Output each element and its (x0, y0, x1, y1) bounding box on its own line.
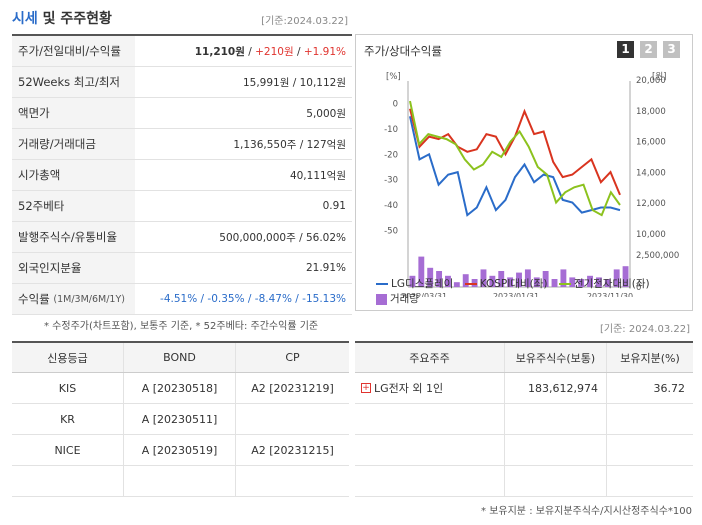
shareholders-table: 주요주주 보유주식수(보통) 보유지분(%) + LG전자 외 1인 183,61… (355, 341, 693, 497)
section-title: 시세 및 주주현황 (12, 11, 112, 27)
series-line (409, 116, 621, 217)
volume-bar (587, 275, 593, 287)
table-row (355, 466, 693, 497)
volume-bar (560, 269, 567, 287)
volume-bar (595, 277, 602, 287)
left-tick-label: -10 (384, 125, 398, 135)
stats-row-beta: 52주베타 0.91 (12, 191, 352, 222)
volume-tick-label: 2,500,000 (636, 251, 679, 261)
right-axis-unit: [원] (652, 72, 666, 82)
shareholders-header: 주요주주 보유주식수(보통) 보유지분(%) (355, 343, 693, 373)
volume-bar (604, 279, 611, 287)
volume-bar (507, 277, 514, 287)
right-tick-label: 14,000 (636, 168, 666, 178)
right-tick-label: 20,000 (636, 76, 666, 86)
table-row: KIS A [20230518] A2 [20231219] (12, 373, 349, 404)
volume-bar (418, 256, 425, 287)
stats-row-price: 주가/전일대비/수익률 11,210원 / +210원 / +1.91% (12, 36, 352, 67)
left-tick-label: -20 (384, 150, 398, 160)
volume-bar (462, 274, 469, 287)
chart-legend: LG디스플레이 KOSPI대비(좌) 전기전자대비(좌) 거래량 (376, 275, 694, 310)
right-tick-label: 10,000 (636, 230, 666, 240)
right-tick-label: 12,000 (636, 199, 666, 209)
left-tick-label: 0 (393, 100, 398, 110)
volume-bar (489, 275, 496, 287)
volume-bar (542, 271, 549, 287)
volume-bar (533, 277, 540, 287)
volume-bar (613, 269, 620, 287)
stats-row-market-cap: 시가총액 40,111억원 (12, 160, 352, 191)
stats-row-shares: 발행주식수/유통비율 500,000,000주 / 56.02% (12, 222, 352, 253)
chart-panel: 주가/상대수익률 1 2 3 [%] [원] 0 -10 -20 -30 -40 -50 20,… (355, 34, 693, 311)
right-tick-label: 18,000 (636, 107, 666, 117)
volume-bar (622, 266, 629, 287)
stats-row-52weeks: 52Weeks 최고/최저 15,991원 / 10,112원 (12, 67, 352, 98)
shareholders-note: * 보유지분 : 보유지분주식수/지시산정주식수*100 (481, 506, 692, 517)
chart-page-3-button[interactable]: 3 (663, 41, 680, 58)
volume-bar (578, 279, 585, 287)
volume-bar (436, 271, 443, 287)
legend-volume: 거래량 (376, 292, 419, 307)
x-tick-label: 2023/01/31 (493, 292, 539, 297)
credit-rating-table: 신용등급 BOND CP KIS A [20230518] A2 [20231219… (12, 341, 349, 497)
table-row (355, 435, 693, 466)
chart-asof: [기준: 2024.03.22] (599, 324, 690, 335)
price-chart: [%] [원] 0 -10 -20 -30 -40 -50 20,000 18,000 16,000… (384, 72, 679, 297)
volume-bar (524, 269, 531, 287)
volume-bar (569, 277, 576, 287)
volume-bar (480, 269, 487, 287)
x-tick-label: 2022/03/31 (401, 292, 447, 297)
legend-kospi: KOSPI대비(좌) (464, 277, 547, 292)
volume-bar (409, 275, 416, 287)
expand-plus-icon[interactable]: + (361, 383, 371, 393)
section-header: 시세 및 주주현황 [기준:2024.03.22] (12, 8, 350, 30)
left-tick-label: -40 (384, 201, 398, 211)
volume-bar (427, 267, 434, 287)
volume-bar (445, 275, 451, 287)
credit-header: 신용등급 BOND CP (12, 343, 349, 373)
volume-zero-label: 0 (636, 283, 641, 293)
series-line (409, 100, 621, 217)
asof-date: [기준:2024.03.22] (261, 16, 348, 27)
x-tick-label: 2023/11/30 (587, 292, 633, 297)
stats-row-foreign: 외국인지분율 21.91% (12, 253, 352, 284)
stats-table: 주가/전일대비/수익률 11,210원 / +210원 / +1.91% 52W… (12, 34, 352, 315)
left-axis-unit: [%] (386, 72, 401, 82)
stats-note: * 수정주가(차트포함), 보통주 기준, * 52주베타: 주간수익률 기준 (44, 321, 319, 332)
table-row: KR A [20230511] (12, 404, 349, 435)
table-row: NICE A [20230519] A2 [20231215] (12, 435, 349, 466)
chart-page-1-button[interactable]: 1 (617, 41, 634, 58)
legend-sector: 전기전자대비(좌) (558, 277, 650, 292)
shareholder-expand[interactable]: + LG전자 외 1인 (355, 373, 505, 403)
chart-title: 주가/상대수익률 (364, 44, 442, 58)
legend-lgd: LG디스플레이 (376, 277, 453, 292)
stats-row-volume: 거래량/거래대금 1,136,550주 / 127억원 (12, 129, 352, 160)
left-tick-label: -30 (384, 176, 398, 186)
left-tick-label: -50 (384, 226, 398, 236)
volume-bar (516, 272, 522, 287)
chart-page-2-button[interactable]: 2 (640, 41, 657, 58)
volume-bar (453, 282, 460, 287)
stats-row-par-value: 액면가 5,000원 (12, 98, 352, 129)
table-row (12, 466, 349, 497)
chart-pager: 1 2 3 (617, 41, 680, 58)
table-row: + LG전자 외 1인 183,612,974 36.72 (355, 373, 693, 404)
stats-row-returns: 수익률 (1M/3M/6M/1Y) -4.51% / -0.35% / -8.4… (12, 284, 352, 315)
table-row (355, 404, 693, 435)
right-tick-label: 16,000 (636, 138, 666, 148)
volume-bar (498, 271, 505, 287)
volume-bar (551, 279, 558, 287)
